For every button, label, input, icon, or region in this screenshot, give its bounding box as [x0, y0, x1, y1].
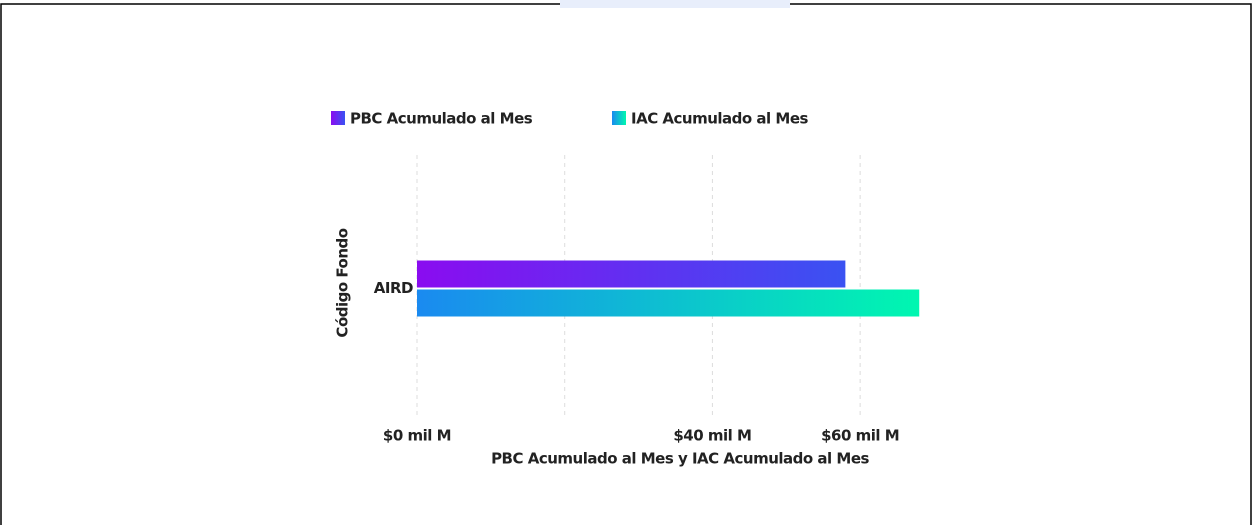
y-axis-title: Código Fondo [334, 228, 352, 337]
legend-label: IAC Acumulado al Mes [631, 110, 809, 128]
bar [417, 289, 920, 317]
top-tab [560, 0, 790, 8]
x-tick-label: $60 mil M [821, 427, 899, 445]
legend-swatch [612, 111, 626, 125]
legend-label: PBC Acumulado al Mes [350, 110, 533, 128]
legend-swatch [331, 111, 345, 125]
bar [417, 260, 846, 288]
y-tick-label: AIRD [374, 279, 413, 297]
x-axis-title: PBC Acumulado al Mes y IAC Acumulado al … [491, 450, 869, 468]
x-tick-label: $40 mil M [673, 427, 751, 445]
x-tick-label: $0 mil M [383, 427, 451, 445]
